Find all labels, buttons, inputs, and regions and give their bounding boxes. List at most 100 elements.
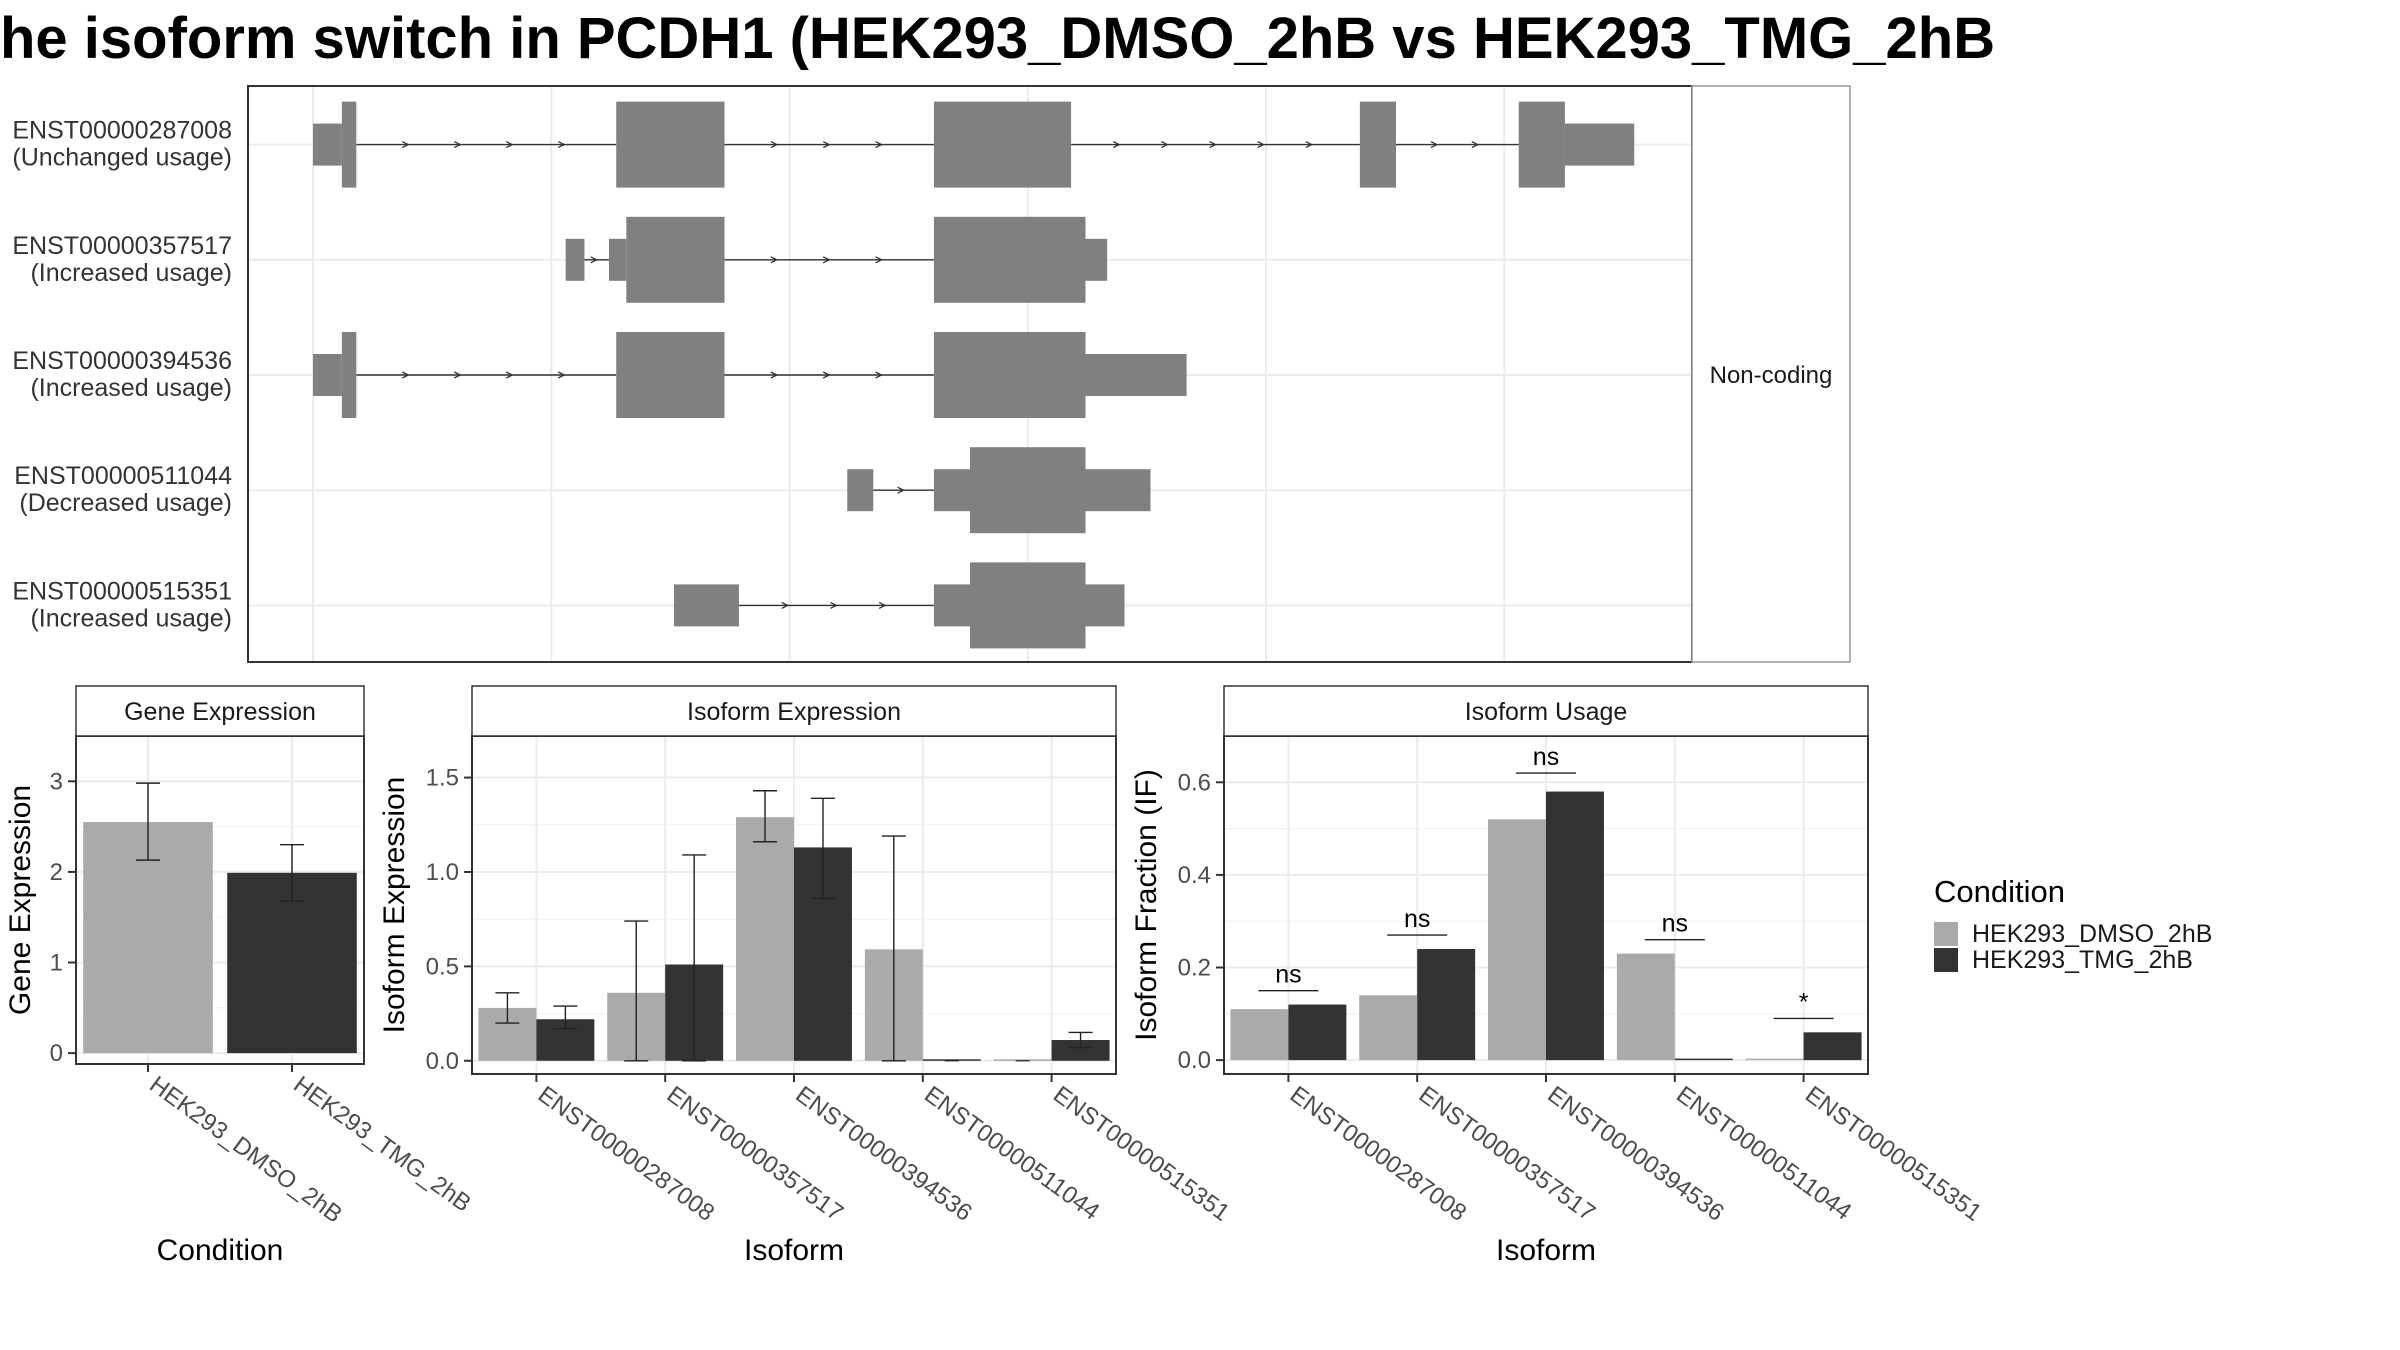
transcript-structure-panel: ENST00000287008(Unchanged usage) ENST0000…	[12, 85, 1851, 663]
y-tick-label: 0.2	[1178, 955, 1211, 982]
y-tick-label: 0	[50, 1040, 63, 1067]
panel-strip-title: Gene Expression	[124, 698, 316, 726]
intron-arrow	[875, 256, 884, 264]
legend-label: HEK293_DMSO_2hB	[1972, 920, 2212, 948]
panel-strip-title: Isoform Usage	[1465, 698, 1628, 726]
bar	[1803, 1032, 1862, 1061]
intron-arrow	[878, 601, 887, 609]
utr-exon	[565, 238, 585, 281]
x-axis-title: Condition	[157, 1234, 284, 1267]
intron-arrow	[830, 601, 838, 609]
panel-strip	[75, 685, 365, 737]
facet-strip	[1691, 85, 1851, 663]
intron-arrow	[1430, 141, 1439, 149]
coding-exon	[616, 332, 725, 418]
utr-exon	[312, 123, 342, 166]
bar	[1488, 819, 1546, 1061]
utr-exon	[847, 469, 874, 512]
legend-swatch	[1934, 922, 1958, 946]
utr-exon	[933, 584, 970, 627]
utr-exon	[312, 354, 342, 396]
transcript-label-id: ENST00000511044	[14, 462, 232, 490]
intron-arrow	[453, 141, 462, 149]
y-axis-title: Isoform Expression	[378, 777, 411, 1034]
y-axis-title: Gene Expression	[4, 785, 37, 1015]
coding-exon	[970, 562, 1086, 649]
coding-exon	[933, 332, 1086, 418]
intron-arrow	[875, 141, 884, 149]
y-tick-label: 0.0	[1178, 1047, 1211, 1074]
coding-exon	[341, 332, 357, 418]
utr-exon	[1085, 238, 1108, 281]
significance-label: ns	[1662, 910, 1688, 938]
coding-exon	[626, 216, 725, 303]
utr-exon	[1085, 354, 1187, 396]
y-tick-label: 1.5	[426, 765, 459, 792]
bar	[1546, 791, 1604, 1061]
bar	[1674, 1058, 1733, 1061]
intron-arrow	[557, 141, 566, 149]
panel-strip-title: Isoform Expression	[687, 698, 901, 726]
isoform-expression-chart: Isoform Expression0.00.51.01.5ENST000002…	[378, 685, 1235, 1267]
bar	[227, 872, 357, 1054]
coding-exon	[1359, 101, 1396, 188]
coding-exon	[970, 447, 1086, 534]
intron-arrow	[770, 256, 779, 264]
significance-label: ns	[1533, 743, 1559, 771]
intron-arrow	[897, 486, 906, 494]
y-tick-label: 1.0	[426, 859, 459, 886]
coding-exon	[933, 101, 1072, 188]
panel-strip	[1223, 685, 1869, 737]
utr-exon	[933, 469, 970, 512]
intron-arrow	[875, 371, 884, 379]
panel-strip	[471, 685, 1117, 737]
coding-exon	[933, 216, 1086, 303]
coding-exon	[616, 101, 725, 188]
intron-arrow	[1161, 141, 1169, 149]
significance-label: ns	[1275, 961, 1301, 989]
bar	[1616, 953, 1675, 1061]
intron-arrow	[1471, 141, 1480, 149]
transcript-label-id: ENST00000515351	[12, 577, 232, 605]
significance-label: ns	[1404, 905, 1430, 933]
intron-arrow	[1305, 141, 1314, 149]
intron-arrow	[822, 371, 831, 379]
transcript-label-id: ENST00000394536	[12, 347, 232, 375]
y-tick-label: 0.5	[426, 953, 459, 980]
intron-arrow	[401, 371, 410, 379]
intron-arrow	[770, 371, 779, 379]
transcript-label-id: ENST00000357517	[12, 232, 232, 260]
legend-swatch	[1934, 948, 1958, 972]
y-tick-label: 0.6	[1178, 769, 1211, 796]
bar	[1051, 1040, 1110, 1061]
intron-arrow	[453, 371, 462, 379]
bar	[1745, 1058, 1804, 1061]
transcript-label-usage: (Increased usage)	[30, 374, 232, 402]
bar	[993, 1059, 1052, 1061]
intron-arrow	[822, 256, 831, 264]
y-axis-title: Isoform Fraction (IF)	[1130, 769, 1163, 1041]
utr-exon	[673, 584, 739, 627]
significance-label: *	[1799, 988, 1809, 1016]
y-tick-label: 0.0	[426, 1048, 459, 1075]
intron-arrow	[557, 371, 566, 379]
intron-arrow	[781, 601, 790, 609]
intron-arrow	[770, 141, 779, 149]
transcript-label-usage: (Unchanged usage)	[12, 144, 232, 172]
legend-label: HEK293_TMG_2hB	[1972, 946, 2193, 974]
intron-arrow	[505, 371, 514, 379]
intron-arrow	[590, 256, 599, 264]
intron-arrow	[822, 141, 831, 149]
y-tick-label: 1	[50, 950, 63, 977]
transcript-label-usage: (Increased usage)	[30, 259, 232, 287]
intron-arrow	[505, 141, 514, 149]
bar	[1417, 948, 1476, 1061]
figure-title: he isoform switch in PCDH1 (HEK293_DMSO_…	[0, 6, 1995, 71]
coding-exon	[1518, 101, 1565, 188]
intron-arrow	[1209, 141, 1217, 149]
legend-title: Condition	[1934, 874, 2065, 909]
utr-exon	[609, 238, 627, 281]
